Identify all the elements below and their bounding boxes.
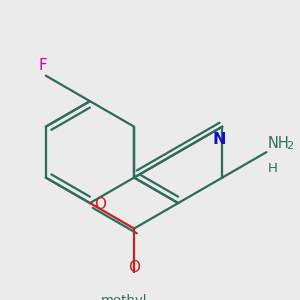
Text: 2: 2 <box>286 141 293 151</box>
Text: F: F <box>38 58 47 73</box>
Text: methyl: methyl <box>101 294 147 300</box>
Text: H: H <box>267 162 277 175</box>
Text: O: O <box>128 260 140 275</box>
Text: N: N <box>212 132 226 147</box>
Text: O: O <box>94 196 106 211</box>
Text: NH: NH <box>268 136 289 151</box>
